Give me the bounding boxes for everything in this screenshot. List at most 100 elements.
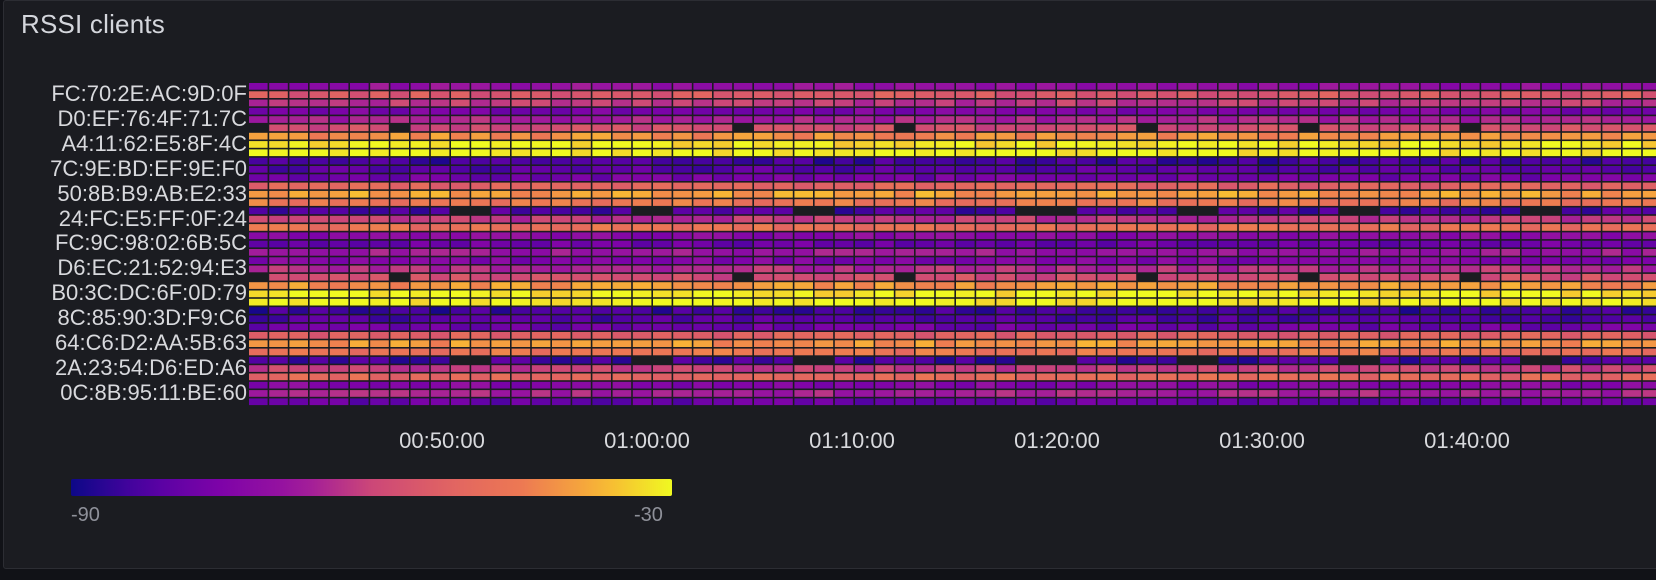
heatmap-cell <box>1299 340 1318 347</box>
heatmap-cell <box>1178 265 1197 273</box>
heatmap-cell <box>1097 323 1116 331</box>
heatmap-cell <box>531 224 551 231</box>
heatmap-cell <box>1521 365 1541 372</box>
heatmap-cell <box>875 132 894 140</box>
heatmap-cell <box>1400 273 1419 281</box>
heatmap-cell <box>875 107 894 115</box>
heatmap-cell <box>1259 307 1278 314</box>
heatmap-cell <box>1117 166 1137 173</box>
heatmap-cell <box>653 265 672 273</box>
heatmap-cell <box>269 240 288 248</box>
heatmap-cell <box>1299 132 1318 140</box>
heatmap-cell <box>794 307 813 314</box>
heatmap-cell <box>390 340 409 347</box>
heatmap-cell <box>713 332 733 339</box>
heatmap-cell <box>1158 190 1177 198</box>
heatmap-cell <box>1097 132 1116 140</box>
heatmap-cell <box>1178 157 1197 165</box>
heatmap-cell <box>1198 240 1217 248</box>
heatmap-cell <box>632 332 652 339</box>
heatmap-cell <box>1400 132 1419 140</box>
heatmap-cell <box>612 365 632 372</box>
heatmap-cell <box>329 315 349 323</box>
heatmap-cell <box>653 249 672 256</box>
heatmap-cell <box>309 282 329 289</box>
heatmap-cell <box>1400 348 1419 356</box>
heatmap-cell <box>693 149 712 157</box>
heatmap-cell <box>410 141 430 148</box>
heatmap-cell <box>572 298 591 306</box>
heatmap-cell <box>1582 149 1601 157</box>
heatmap-cell <box>693 290 712 298</box>
heatmap-cell <box>1218 157 1238 165</box>
heatmap-cell <box>390 315 409 323</box>
heatmap-cell <box>814 356 834 364</box>
heatmap-cell <box>1501 398 1520 406</box>
heatmap-cell <box>451 257 470 264</box>
heatmap-cell <box>370 166 389 173</box>
heatmap-cell <box>1319 398 1339 406</box>
heatmap-cell <box>552 174 571 181</box>
heatmap-cell <box>1319 232 1339 240</box>
heatmap-cell <box>1097 315 1116 323</box>
heatmap-cell <box>531 315 551 323</box>
heatmap-cell <box>996 373 1015 381</box>
heatmap-cell <box>1218 340 1238 347</box>
heatmap-cell <box>1440 132 1460 140</box>
heatmap-cell <box>632 224 652 231</box>
heatmap-cell <box>370 157 389 165</box>
heatmap-cell <box>895 99 914 107</box>
heatmap-cell <box>1218 332 1238 339</box>
heatmap-cell <box>1036 348 1056 356</box>
x-tick-label: 01:00:00 <box>604 428 690 453</box>
heatmap-cell <box>1158 199 1177 206</box>
heatmap-cell <box>996 332 1015 339</box>
heatmap-cell <box>511 190 531 198</box>
heatmap-cell <box>410 298 430 306</box>
heatmap-cell <box>410 157 430 165</box>
row-label: 2A:23:54:D6:ED:A6 <box>54 354 247 380</box>
heatmap-cell <box>1158 390 1177 397</box>
heatmap-cell <box>1562 332 1581 339</box>
heatmap-cell <box>1461 249 1480 256</box>
heatmap-cell <box>1319 215 1339 223</box>
heatmap-cell <box>1642 257 1656 264</box>
heatmap-cell <box>1400 356 1419 364</box>
heatmap-cell <box>1420 107 1440 115</box>
heatmap-cell <box>1158 107 1177 115</box>
heatmap-cell <box>572 132 591 140</box>
heatmap-cell <box>531 249 551 256</box>
heatmap-cell <box>350 365 369 372</box>
heatmap-cell <box>1339 381 1359 389</box>
heatmap-cell <box>471 132 490 140</box>
heatmap-cell <box>350 182 369 190</box>
heatmap-cell <box>1582 265 1601 273</box>
heatmap-cell <box>1562 298 1581 306</box>
heatmap-cell <box>673 232 692 240</box>
heatmap-cell <box>572 290 591 298</box>
heatmap-cell <box>1319 141 1339 148</box>
heatmap-cell <box>1279 249 1298 256</box>
heatmap-cell <box>1380 141 1399 148</box>
heatmap-cell <box>1279 190 1298 198</box>
heatmap-cell <box>1057 398 1076 406</box>
heatmap-cell <box>390 207 409 215</box>
heatmap-cell <box>1339 307 1359 314</box>
heatmap-cell <box>632 323 652 331</box>
heatmap-cell <box>935 215 955 223</box>
heatmap-cell <box>935 390 955 397</box>
heatmap-cell <box>249 282 268 289</box>
heatmap-cell <box>1077 83 1096 90</box>
heatmap-cell <box>1077 340 1096 347</box>
heatmap-cell <box>632 315 652 323</box>
heatmap-cell <box>673 141 692 148</box>
heatmap-cell <box>754 398 773 406</box>
heatmap-cell <box>370 132 389 140</box>
heatmap-cell <box>1319 356 1339 364</box>
heatmap-cell <box>834 124 854 132</box>
x-tick-label: 01:20:00 <box>1014 428 1100 453</box>
heatmap-cell <box>1178 282 1197 289</box>
heatmap-cell <box>471 240 490 248</box>
heatmap-cell <box>1117 398 1137 406</box>
heatmap-cell <box>350 257 369 264</box>
